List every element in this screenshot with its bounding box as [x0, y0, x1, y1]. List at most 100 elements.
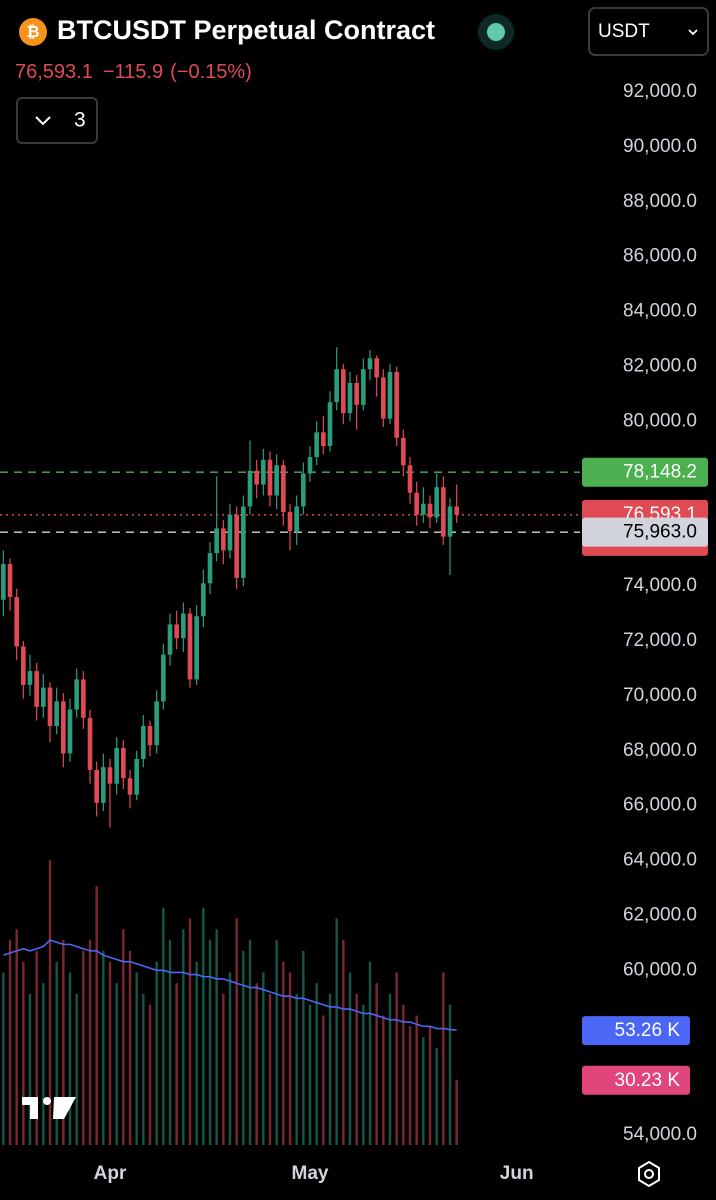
- y-tick-label: 66,000.0: [623, 795, 697, 816]
- candle-body: [214, 528, 219, 554]
- candle-body: [401, 437, 406, 466]
- indicator-count[interactable]: 3: [74, 109, 86, 132]
- candle-body: [194, 616, 199, 680]
- candle-body: [7, 564, 13, 598]
- volume-bar: [68, 972, 72, 1145]
- logo-part: [53, 1097, 76, 1119]
- candle-body: [114, 747, 119, 784]
- volume-bar: [42, 983, 45, 1145]
- candle-body: [394, 371, 399, 438]
- volume-bar: [35, 950, 38, 1145]
- candle-body: [147, 726, 153, 746]
- y-tick-label: 72,000.0: [623, 630, 697, 651]
- volume-bar: [222, 994, 225, 1145]
- currency-select-box[interactable]: [588, 7, 709, 56]
- candle-body: [154, 701, 159, 746]
- candle-body: [294, 506, 299, 532]
- price-change-line: 76,593.1 −115.9 (−0.15%): [15, 61, 252, 83]
- price-change: −115.9: [103, 61, 163, 83]
- y-tick-label: 80,000.0: [623, 410, 697, 431]
- candle-body: [321, 432, 326, 447]
- candle-body: [54, 701, 59, 727]
- volume-bar: [62, 940, 65, 1145]
- candle-body: [441, 487, 446, 537]
- x-tick-label: May: [292, 1163, 329, 1184]
- price-label: 78,148.2: [623, 462, 697, 483]
- candle-body: [1, 564, 6, 600]
- volume-bar: [115, 983, 118, 1145]
- candle-body: [161, 654, 166, 702]
- volume-bar: [148, 1004, 152, 1145]
- volume-bar: [408, 1026, 412, 1145]
- settings-icon-center: [644, 1169, 654, 1179]
- volume-bar: [448, 1004, 452, 1145]
- indicator-toggle[interactable]: 3: [16, 97, 98, 144]
- volume-bar: [75, 994, 78, 1145]
- y-tick-label: 60,000.0: [623, 959, 697, 980]
- volume-bar: [375, 983, 378, 1145]
- volume-bar: [28, 994, 32, 1145]
- volume-bar: [208, 940, 212, 1145]
- candle-body: [241, 506, 246, 578]
- settings-button[interactable]: [638, 1160, 660, 1188]
- volume-bar: [95, 886, 98, 1145]
- volume-bar: [362, 1004, 365, 1145]
- volume-bar: [288, 972, 292, 1145]
- volume-bar: [315, 983, 318, 1145]
- volume-bar: [382, 1015, 385, 1145]
- volume-bar: [455, 1079, 458, 1145]
- candle-body: [421, 503, 426, 515]
- last-price: 76,593.1: [15, 61, 93, 83]
- volume-bar: [422, 1037, 425, 1145]
- candle-body: [94, 769, 99, 803]
- volume-bar: [255, 983, 258, 1145]
- currency-select[interactable]: USDT: [588, 7, 709, 56]
- candle-body: [67, 709, 73, 754]
- volume-bar: [15, 929, 18, 1145]
- y-tick-label: 70,000.0: [623, 685, 697, 706]
- y-tick-label: 54,000.0: [623, 1124, 697, 1145]
- candle-body: [107, 767, 113, 784]
- x-tick-label: Apr: [94, 1163, 127, 1184]
- volume-bar: [282, 961, 285, 1145]
- logo-part: [22, 1097, 38, 1119]
- candle-body: [127, 778, 133, 795]
- plot-area: [0, 347, 580, 1145]
- y-tick-label: 74,000.0: [623, 575, 697, 596]
- volume-bar: [108, 961, 112, 1145]
- candle-body: [267, 459, 273, 496]
- volume-bar: [248, 940, 252, 1145]
- candle-body: [167, 624, 173, 655]
- candle-body: [201, 583, 206, 617]
- volume-bar: [415, 1015, 418, 1145]
- candle-body: [227, 514, 233, 551]
- volume-bar: [142, 994, 145, 1145]
- volume-bar: [88, 940, 92, 1145]
- volume-ma-line: [3, 939, 457, 1031]
- candle-body: [254, 470, 259, 485]
- volume-bar: [268, 994, 272, 1145]
- candle-body: [134, 758, 139, 795]
- volume-label: 30.23 K: [615, 1070, 681, 1091]
- volume-bar: [55, 961, 58, 1145]
- volume-bar: [135, 972, 138, 1145]
- volume-bar: [428, 1026, 432, 1145]
- candle-body: [414, 492, 419, 515]
- candle-body: [74, 679, 79, 710]
- volume-bar: [395, 972, 398, 1145]
- volume-bar: [435, 1047, 438, 1145]
- select-chevron: [688, 29, 698, 36]
- candle-body: [427, 503, 433, 518]
- candle-body: [354, 382, 359, 405]
- candle-body: [327, 402, 333, 447]
- settings-icon[interactable]: [638, 1160, 660, 1188]
- y-tick-label: 86,000.0: [623, 246, 697, 267]
- currency-label[interactable]: USDT: [598, 21, 650, 42]
- candle-body: [261, 459, 266, 485]
- indicator-toggle-box[interactable]: [16, 97, 98, 144]
- status-dot: [487, 23, 505, 41]
- volume-bar: [155, 961, 158, 1145]
